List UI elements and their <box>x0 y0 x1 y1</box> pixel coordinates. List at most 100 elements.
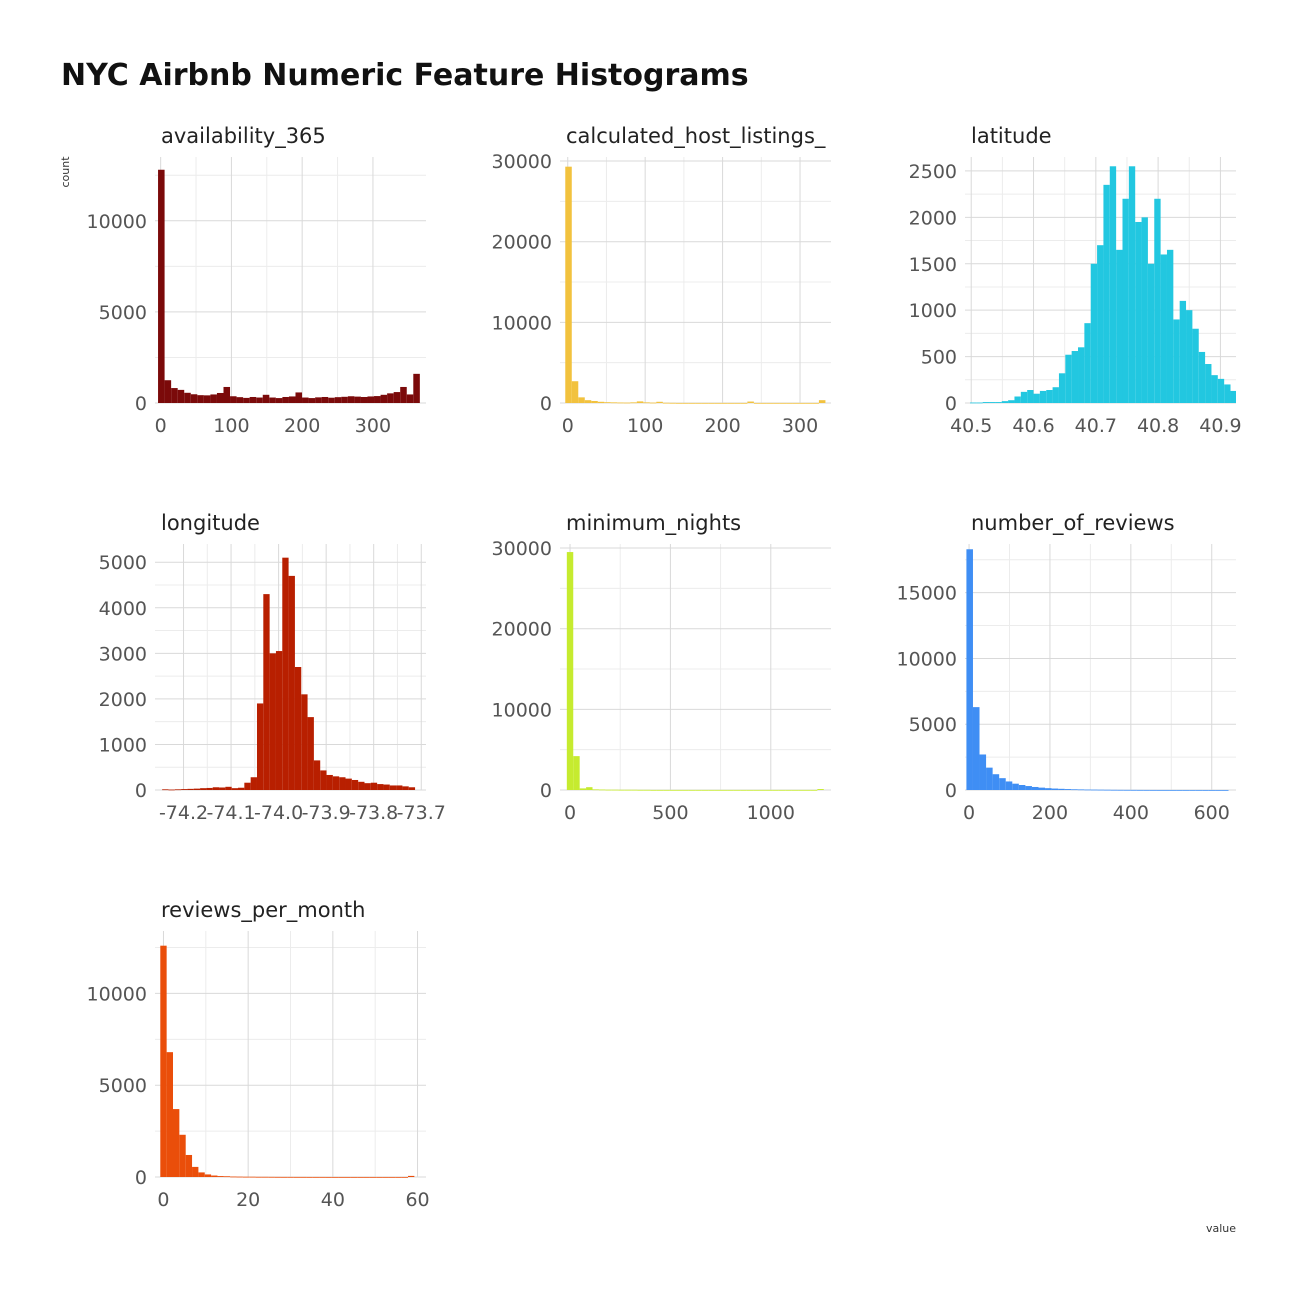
histogram-bar <box>249 396 257 403</box>
x-tick-label: 0 <box>562 415 574 437</box>
histogram-bar <box>1156 789 1163 791</box>
y-tick-label: 15000 <box>897 583 957 605</box>
histogram-bar <box>1104 789 1111 791</box>
histogram-bar <box>204 1174 212 1177</box>
histogram-bar <box>326 774 333 790</box>
histogram-bar <box>1179 300 1187 403</box>
x-tick-label: -74.1 <box>206 802 255 824</box>
histogram-bar <box>1135 221 1142 403</box>
histogram-bar <box>294 667 302 790</box>
x-tick-label: 400 <box>1113 802 1149 824</box>
histogram-bar <box>1110 789 1118 791</box>
histogram-bar <box>1128 166 1136 403</box>
histogram-bar <box>786 402 793 404</box>
histogram-bar <box>382 1176 389 1178</box>
histogram-bar <box>230 396 237 403</box>
histogram-bar <box>308 398 316 403</box>
histogram-bar <box>1001 401 1009 403</box>
histogram-bar <box>804 789 811 791</box>
histogram-bar <box>1077 789 1085 791</box>
y-axis-title: count <box>59 156 72 188</box>
histogram-bar <box>1065 354 1072 403</box>
histogram-bar <box>1230 390 1236 403</box>
histogram-bar <box>618 789 625 791</box>
histogram-bar <box>190 394 198 403</box>
histogram-bar <box>158 169 165 403</box>
y-tick-label: 500 <box>921 347 957 369</box>
histogram-bar <box>708 789 715 791</box>
histogram-bars <box>158 169 420 403</box>
histogram-bar <box>650 789 657 791</box>
histogram-bar <box>244 782 251 790</box>
histogram-bar <box>168 789 175 791</box>
histogram-bar <box>388 1176 396 1178</box>
histogram-bar <box>759 789 766 791</box>
histogram-bar <box>605 789 612 791</box>
histogram-bar <box>203 395 211 403</box>
histogram-bar <box>328 397 335 403</box>
histogram-bar <box>341 396 348 403</box>
histogram-bar <box>374 396 381 403</box>
histogram-bars <box>566 552 824 791</box>
x-tick-label: 500 <box>652 802 688 824</box>
histogram-bar <box>1046 390 1053 403</box>
histogram-bar <box>720 789 728 791</box>
y-tick-label: 5000 <box>99 552 147 574</box>
histogram-bar <box>219 787 226 790</box>
histogram-bar <box>1071 351 1079 403</box>
histogram-bar <box>656 789 664 791</box>
histogram-bar <box>1189 789 1196 791</box>
histogram-bar <box>695 402 702 404</box>
x-tick-label: 100 <box>627 415 663 437</box>
histogram-bar <box>785 789 792 791</box>
histogram-bar <box>242 1176 250 1178</box>
histogram-bar <box>747 401 754 403</box>
histogram-bar <box>740 789 747 791</box>
histogram-bar <box>682 402 689 404</box>
histogram-bar <box>1162 789 1170 791</box>
histogram-bar <box>332 776 340 790</box>
histogram-bar <box>1090 263 1098 403</box>
histogram-bar <box>185 1154 193 1177</box>
histogram-bar <box>778 789 786 791</box>
histogram-bar <box>1008 400 1015 403</box>
histogram-bar <box>1051 788 1059 790</box>
x-tick-label: 0 <box>564 802 576 824</box>
histogram-bar <box>1123 789 1131 791</box>
histogram-bar <box>1039 390 1047 403</box>
histogram-bar <box>733 789 741 791</box>
histogram-bar <box>367 396 375 403</box>
histogram-bar <box>1103 184 1110 403</box>
histogram-bar <box>162 789 169 791</box>
histogram-bar <box>727 402 735 404</box>
histogram-bar <box>160 945 167 1177</box>
histogram-bar <box>1014 396 1021 403</box>
histogram-bar <box>1211 375 1218 403</box>
histogram-bar <box>1169 789 1177 791</box>
histogram-bar <box>402 786 409 790</box>
facet-panel: reviews_per_month 0 20 40 60 0 5000 10000 <box>87 898 430 1211</box>
histogram-bar <box>976 402 983 404</box>
histogram-bar <box>1012 783 1019 790</box>
histogram-bar <box>217 1176 224 1177</box>
histogram-bar <box>1033 393 1040 403</box>
histogram-bar <box>1141 217 1148 403</box>
histogram-bar <box>1186 310 1193 403</box>
facet-label: calculated_host_listings_ <box>566 124 826 149</box>
histogram-bar <box>363 1176 370 1178</box>
histogram-bar <box>1052 387 1059 403</box>
histogram-bar <box>319 1176 326 1178</box>
x-tick-label: -73.8 <box>349 802 398 824</box>
y-tick-label: 30000 <box>492 151 552 173</box>
histogram-bar <box>1045 788 1052 790</box>
histogram-bar <box>1020 391 1028 403</box>
histogram-bar <box>721 402 728 404</box>
facet-label: latitude <box>971 124 1052 148</box>
histogram-bar <box>573 756 580 790</box>
histogram-bar <box>401 1176 409 1178</box>
y-tick-label: 0 <box>135 1167 147 1189</box>
histogram-bar <box>773 402 780 404</box>
y-tick-label: 10000 <box>87 211 147 233</box>
